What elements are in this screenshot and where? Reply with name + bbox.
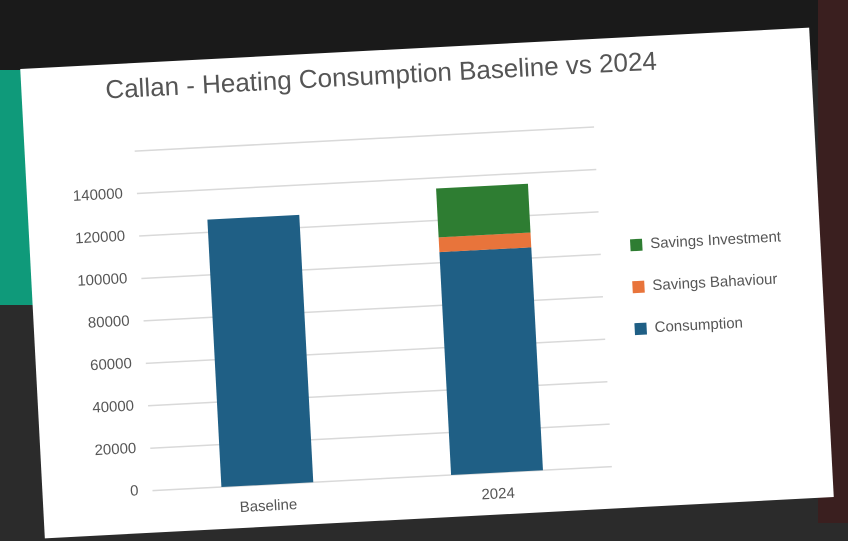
- grid-line: [136, 168, 597, 195]
- legend-swatch: [634, 322, 647, 336]
- x-tick-label: Baseline: [239, 496, 297, 516]
- bar-segment: [439, 247, 543, 476]
- y-tick-label: 0: [130, 482, 139, 499]
- y-tick-label: 80000: [87, 313, 130, 332]
- y-tick-label: 100000: [77, 270, 128, 290]
- y-tick-label: 60000: [90, 355, 133, 374]
- y-tick-label: 40000: [92, 397, 135, 416]
- x-tick-label: 2024: [481, 485, 515, 504]
- bar-segment: [207, 214, 314, 488]
- legend-swatch: [632, 280, 645, 294]
- chart-panel: Callan - Heating Consumption Baseline vs…: [20, 27, 834, 539]
- plot-top-line: [134, 126, 595, 152]
- y-tick-label: 20000: [94, 440, 137, 459]
- legend-label: Consumption: [654, 315, 743, 337]
- chart: 0 20000 40000 60000 80000 100000 120000 140000 B…: [72, 126, 782, 516]
- y-tick-label: 140000: [72, 185, 123, 205]
- legend-swatch: [629, 238, 643, 252]
- bar-segment: [436, 183, 531, 238]
- legend-label: Savings Investment: [650, 228, 782, 252]
- bar-segment: [438, 232, 532, 253]
- y-tick-label: 120000: [75, 228, 126, 248]
- legend-label: Savings Bahaviour: [652, 271, 778, 295]
